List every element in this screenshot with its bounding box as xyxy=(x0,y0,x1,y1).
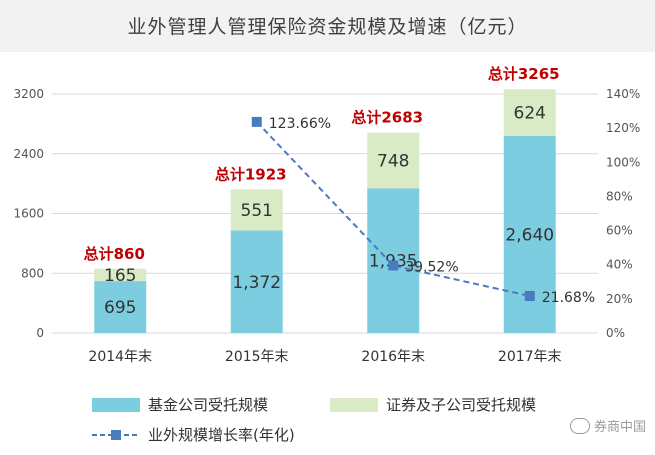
growth-point xyxy=(251,116,262,127)
y-tick-label: 800 xyxy=(21,266,44,280)
watermark: 券商中国 xyxy=(570,416,646,435)
watermark-text: 券商中国 xyxy=(594,420,647,435)
bar-securities xyxy=(367,132,420,189)
x-tick-label: 2015年末 xyxy=(225,349,289,365)
legend: 基金公司受托规模 证券及子公司受托规模 业外规模增长率(年化) xyxy=(0,380,655,455)
bar-securities-label: 748 xyxy=(377,152,409,172)
bar-securities-label: 551 xyxy=(241,201,273,221)
bar-fund xyxy=(94,281,147,333)
y2-tick-label: 140% xyxy=(606,87,640,101)
bar-securities xyxy=(230,189,283,231)
legend-line-icon xyxy=(92,429,140,440)
bar-total-label: 总计1923 xyxy=(215,165,287,183)
y-tick-label: 2400 xyxy=(13,147,44,161)
legend-item-growth: 业外规模增长率(年化) xyxy=(92,424,295,445)
y2-tick-label: 40% xyxy=(606,258,633,272)
bar-fund-label: 695 xyxy=(104,298,136,318)
legend-label-fund: 基金公司受托规模 xyxy=(148,396,269,414)
title-bar xyxy=(0,0,655,52)
legend-item-securities: 证券及子公司受托规模 xyxy=(330,394,536,415)
y-tick-label: 0 xyxy=(36,326,44,340)
x-tick-label: 2016年末 xyxy=(361,349,425,365)
growth-point-label: 123.66% xyxy=(269,116,331,132)
growth-line xyxy=(256,121,530,297)
y-tick-label: 1600 xyxy=(13,207,44,221)
bar-fund-label: 1,372 xyxy=(232,273,281,293)
bar-total-label: 总计3265 xyxy=(488,65,560,83)
bar-fund-label: 2,640 xyxy=(505,225,554,245)
legend-label-securities: 证券及子公司受托规模 xyxy=(386,396,537,414)
growth-point-label: 21.68% xyxy=(542,290,595,306)
chart-title: 业外管理人管理保险资金规模及增速（亿元） xyxy=(127,16,528,38)
bar-securities-label: 624 xyxy=(514,104,546,124)
wechat-icon xyxy=(570,417,590,434)
legend-swatch-securities xyxy=(330,397,378,412)
growth-point xyxy=(524,290,535,301)
y2-tick-label: 100% xyxy=(606,155,640,169)
x-tick-label: 2017年末 xyxy=(498,349,562,365)
bar-securities-label: 165 xyxy=(104,266,136,286)
growth-point xyxy=(388,260,399,271)
chart-plot: 0 800 1600 2400 3200 0% 20% 40% 60% 80% 100% 120% 14… xyxy=(13,65,640,365)
y2-tick-label: 60% xyxy=(606,224,633,238)
x-tick-label: 2014年末 xyxy=(88,349,152,365)
legend-item-fund: 基金公司受托规模 xyxy=(92,394,268,415)
y-tick-label: 3200 xyxy=(13,87,44,101)
bar-total-label: 总计2683 xyxy=(351,109,423,127)
growth-point-label: 39.52% xyxy=(405,260,458,276)
y2-tick-label: 20% xyxy=(606,292,633,306)
bar-fund xyxy=(230,230,283,333)
y2-tick-label: 80% xyxy=(606,189,633,203)
y2-tick-label: 0% xyxy=(606,326,625,340)
legend-swatch-fund xyxy=(92,397,140,412)
legend-label-growth: 业外规模增长率(年化) xyxy=(148,426,295,444)
bar-total-label: 总计860 xyxy=(84,245,145,263)
bar-securities xyxy=(94,268,147,282)
bar-securities xyxy=(503,89,556,136)
y2-tick-label: 120% xyxy=(606,121,640,135)
